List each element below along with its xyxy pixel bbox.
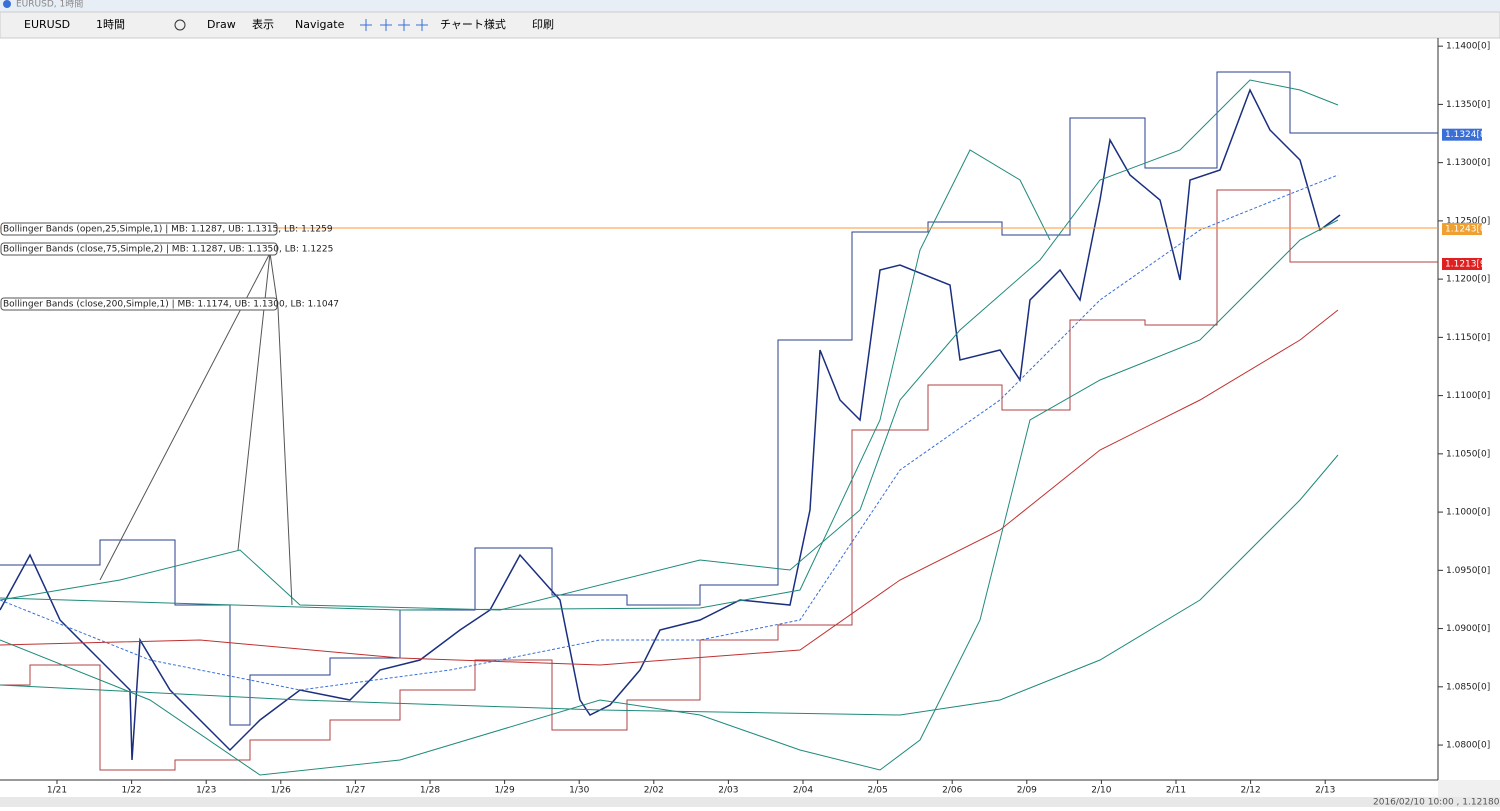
navigate-menu[interactable]: Navigate [295, 18, 345, 31]
price-tag [1442, 128, 1482, 141]
price-tick-label: 1.1350[0] [1446, 100, 1490, 110]
price-tick-label: 1.0900[0] [1446, 624, 1490, 634]
symbol-select[interactable]: EURUSD [24, 18, 70, 31]
date-label: 1/27 [345, 786, 365, 796]
indicator-label-box [0, 222, 278, 236]
price-tag [1442, 223, 1482, 236]
date-label: 1/22 [121, 786, 141, 796]
price-tick-label: 1.0850[0] [1446, 682, 1490, 692]
date-label: 2/10 [1091, 786, 1111, 796]
date-label: 2/06 [942, 786, 962, 796]
indicator-label-box [0, 242, 278, 256]
price-tick-label: 1.1000[0] [1446, 508, 1490, 518]
date-label: 1/23 [196, 786, 216, 796]
date-label: 2/11 [1166, 786, 1186, 796]
price-tick-label: 1.1050[0] [1446, 449, 1490, 459]
date-label: 1/28 [420, 786, 440, 796]
shape-tool[interactable] [174, 19, 186, 31]
date-label: 2/09 [1017, 786, 1037, 796]
indicator-label: Bollinger Bands (close,75,Simple,2) | MB… [3, 245, 333, 255]
price-tag-label: 1.1324[8] [1445, 130, 1489, 140]
status-bar [0, 797, 1500, 807]
draw-menu[interactable]: Draw [207, 18, 236, 31]
window-title: EURUSD, 1時間 [16, 0, 83, 10]
price-tick-label: 1.1100[0] [1446, 391, 1490, 401]
price-tag [1442, 257, 1482, 270]
price-drawing [0, 71, 1438, 776]
indicator-label: Bollinger Bands (open,25,Simple,1) | MB:… [3, 225, 333, 235]
date-label: 2/05 [867, 786, 887, 796]
status-text: 2016/02/10 10:00 , 1.12180 [1373, 798, 1500, 808]
indicator-label: Bollinger Bands (close,200,Simple,1) | M… [3, 300, 339, 310]
date-label: 1/21 [47, 786, 67, 796]
date-label: 2/02 [644, 786, 664, 796]
label-connectors [99, 252, 293, 606]
date-label: 1/30 [569, 786, 589, 796]
title-bar [0, 0, 1500, 12]
price-tick-label: 1.1300[0] [1446, 158, 1490, 168]
chart-style-menu[interactable]: チャート様式 [440, 17, 506, 31]
date-label: 2/13 [1315, 786, 1335, 796]
view-menu[interactable]: 表示 [252, 17, 274, 31]
price-tick-label: 1.0950[0] [1446, 566, 1490, 576]
price-tag-label: 1.1243[0] [1445, 225, 1489, 235]
app-icon [3, 0, 11, 8]
cursor-tools[interactable] [360, 19, 428, 31]
price-tick-label: 1.0800[0] [1446, 741, 1490, 751]
date-label: 2/04 [793, 786, 813, 796]
indicator-label-box [0, 297, 278, 311]
toolbar [0, 11, 1500, 39]
price-tick-label: 1.1150[0] [1446, 333, 1490, 343]
date-label: 1/29 [494, 786, 514, 796]
price-tick-label: 1.1200[0] [1446, 275, 1490, 285]
price-tag-label: 1.1213[9] [1445, 259, 1489, 269]
timeframe-select[interactable]: 1時間 [96, 18, 125, 31]
date-label: 2/12 [1240, 786, 1260, 796]
date-label: 1/26 [271, 786, 291, 796]
price-tick-label: 1.1250[0] [1446, 216, 1490, 226]
date-label: 2/03 [718, 786, 738, 796]
print-menu[interactable]: 印刷 [532, 18, 554, 31]
price-tick-label: 1.1400[0] [1446, 42, 1490, 52]
